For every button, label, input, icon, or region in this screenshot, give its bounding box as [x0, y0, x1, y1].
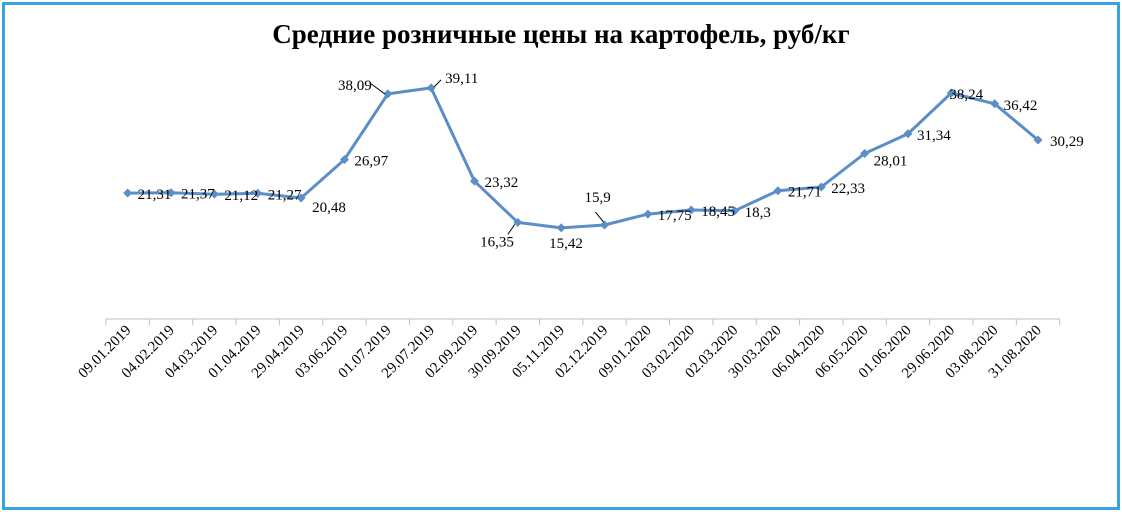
data-point	[1033, 135, 1043, 145]
leader-line	[595, 211, 604, 223]
data-point	[990, 99, 1000, 109]
data-point	[860, 148, 870, 158]
data-point	[730, 206, 740, 216]
data-label: 36,42	[1004, 98, 1038, 114]
data-point	[600, 220, 610, 230]
data-label: 21,71	[788, 185, 822, 201]
data-point	[426, 83, 436, 93]
data-label: 26,97	[354, 154, 388, 170]
data-point	[556, 223, 566, 233]
data-label: 21,31	[138, 187, 172, 203]
data-label: 38,09	[338, 78, 372, 94]
data-point	[643, 209, 653, 219]
data-label: 23,32	[484, 175, 518, 191]
data-point	[253, 188, 263, 198]
data-label: 39,11	[445, 71, 478, 87]
data-point	[209, 189, 219, 199]
data-point	[513, 217, 523, 227]
data-point	[469, 176, 479, 186]
data-label: 18,45	[701, 204, 735, 220]
data-label: 22,33	[831, 181, 865, 197]
data-point	[383, 89, 393, 99]
data-label: 18,3	[745, 205, 771, 221]
leader-line	[507, 224, 516, 235]
data-label: 17,75	[658, 208, 692, 224]
data-point	[816, 182, 826, 192]
data-point	[166, 188, 176, 198]
data-point	[296, 193, 306, 203]
leader-line	[433, 79, 442, 88]
data-label: 15,9	[585, 190, 611, 206]
leader-line	[369, 82, 386, 95]
data-point	[339, 155, 349, 165]
data-point	[946, 88, 956, 98]
data-point	[686, 205, 696, 215]
data-label: 21,27	[268, 187, 302, 203]
data-label: 20,48	[312, 200, 346, 216]
data-point	[903, 129, 913, 139]
data-point	[123, 188, 133, 198]
data-label: 28,01	[874, 153, 908, 169]
data-label: 21,12	[224, 188, 258, 204]
data-label: 21,37	[181, 187, 215, 203]
data-label: 38,24	[949, 87, 983, 103]
data-label: 30,29	[1050, 134, 1084, 150]
series-line	[126, 86, 1040, 230]
data-label: 15,42	[549, 236, 583, 252]
data-point	[773, 186, 783, 196]
data-label: 16,35	[480, 234, 514, 250]
data-label: 31,34	[917, 128, 951, 144]
chart-title: Средние розничные цены на картофель, руб…	[272, 19, 850, 49]
